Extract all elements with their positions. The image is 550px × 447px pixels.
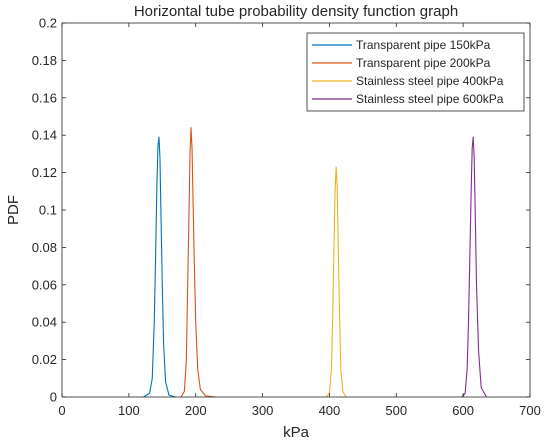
x-tick-label: 100 xyxy=(118,403,140,418)
series-line-4 xyxy=(461,136,488,398)
x-tick-label: 0 xyxy=(58,403,65,418)
y-tick-label: 0.04 xyxy=(32,315,57,330)
x-tick-label: 700 xyxy=(519,403,541,418)
y-tick-label: 0.06 xyxy=(32,277,57,292)
axes-layer: 0 100 200 300 400 500 600 700 0 0.02 0.04 0.06 0.08 0… xyxy=(32,16,541,419)
x-tick-label: 300 xyxy=(252,403,274,418)
y-tick-label: 0.2 xyxy=(39,16,57,31)
x-axis-title: kPa xyxy=(283,424,310,441)
y-tick-label: 0.08 xyxy=(32,240,57,255)
legend-label-1: Transparent pipe 150kPa xyxy=(356,38,491,52)
series-line-1 xyxy=(143,136,176,398)
x-tick-label: 400 xyxy=(319,403,341,418)
x-tick-label: 600 xyxy=(452,403,474,418)
chart-title: Horizontal tube probability density func… xyxy=(134,3,458,20)
y-tick-label: 0 xyxy=(50,390,57,405)
series-line-3 xyxy=(325,166,347,398)
x-tick-label: 200 xyxy=(185,403,207,418)
legend: Transparent pipe 150kPa Transparent pipe … xyxy=(306,32,525,112)
y-tick-label: 0.1 xyxy=(39,203,57,218)
legend-label-2: Transparent pipe 200kPa xyxy=(356,56,491,70)
y-axis-title: PDF xyxy=(5,195,22,225)
y-tick-label: 0.18 xyxy=(32,53,57,68)
y-tick-label: 0.14 xyxy=(32,128,57,143)
series-line-2 xyxy=(180,127,216,398)
y-tick-label: 0.12 xyxy=(32,165,57,180)
legend-label-4: Stainless steel pipe 600kPa xyxy=(356,92,504,106)
legend-label-3: Stainless steel pipe 400kPa xyxy=(356,74,504,88)
y-tick-label: 0.02 xyxy=(32,352,57,367)
x-tick-label: 500 xyxy=(385,403,407,418)
legend-box xyxy=(306,32,525,112)
series-layer xyxy=(143,127,488,398)
y-tick-label: 0.16 xyxy=(32,90,57,105)
